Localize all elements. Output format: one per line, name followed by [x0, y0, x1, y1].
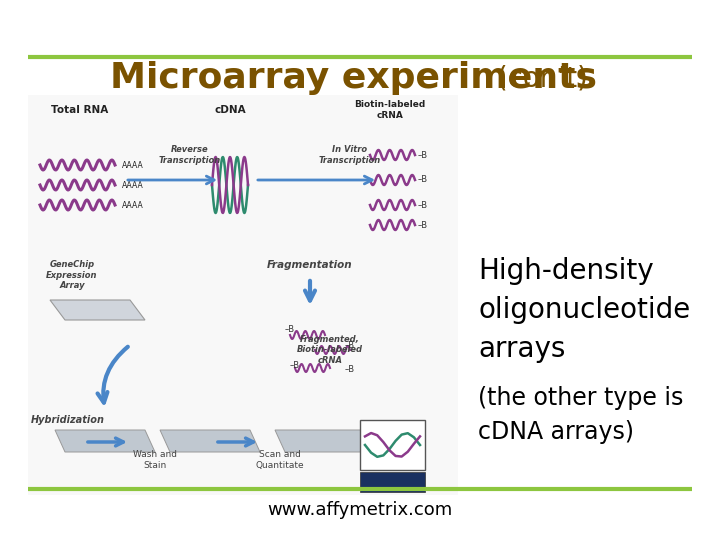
- Text: –B: –B: [290, 361, 300, 369]
- Text: GeneChip
Expression
Array: GeneChip Expression Array: [46, 260, 98, 290]
- Text: Reverse
Transcription: Reverse Transcription: [159, 145, 221, 165]
- Text: Scan and
Quantitate: Scan and Quantitate: [256, 450, 305, 470]
- Text: (con’t): (con’t): [488, 64, 588, 92]
- Text: –B: –B: [418, 220, 428, 230]
- Text: In Vitro
Transcription: In Vitro Transcription: [319, 145, 381, 165]
- Text: Hybridization: Hybridization: [31, 415, 105, 425]
- Text: Fragmentation: Fragmentation: [267, 260, 353, 270]
- Text: –B: –B: [418, 176, 428, 185]
- Text: AAAA: AAAA: [122, 200, 144, 210]
- Text: (the other type is
cDNA arrays): (the other type is cDNA arrays): [478, 386, 683, 444]
- Polygon shape: [55, 430, 155, 452]
- Text: –B: –B: [345, 341, 355, 349]
- Bar: [28, 95, 458, 495]
- Text: AAAA: AAAA: [122, 160, 144, 170]
- Polygon shape: [160, 430, 260, 452]
- Text: Microarray experiments: Microarray experiments: [110, 61, 597, 95]
- Text: Biotin-labeled
cRNA: Biotin-labeled cRNA: [354, 100, 426, 120]
- Bar: [360, 420, 425, 470]
- Text: Wash and
Stain: Wash and Stain: [133, 450, 177, 470]
- Bar: [360, 472, 425, 492]
- Text: –B: –B: [285, 326, 295, 334]
- Text: www.affymetrix.com: www.affymetrix.com: [267, 501, 453, 519]
- Text: AAAA: AAAA: [122, 180, 144, 190]
- Text: –B: –B: [418, 151, 428, 159]
- Polygon shape: [50, 300, 145, 320]
- Text: Total RNA: Total RNA: [51, 105, 109, 115]
- Polygon shape: [275, 430, 375, 452]
- Text: cDNA: cDNA: [214, 105, 246, 115]
- Text: Fragmented,
Biotin-labeled
cRNA: Fragmented, Biotin-labeled cRNA: [297, 335, 363, 365]
- Text: –B: –B: [418, 200, 428, 210]
- Text: –B: –B: [345, 366, 355, 375]
- Text: High-density
oligonucleotide
arrays: High-density oligonucleotide arrays: [478, 257, 690, 363]
